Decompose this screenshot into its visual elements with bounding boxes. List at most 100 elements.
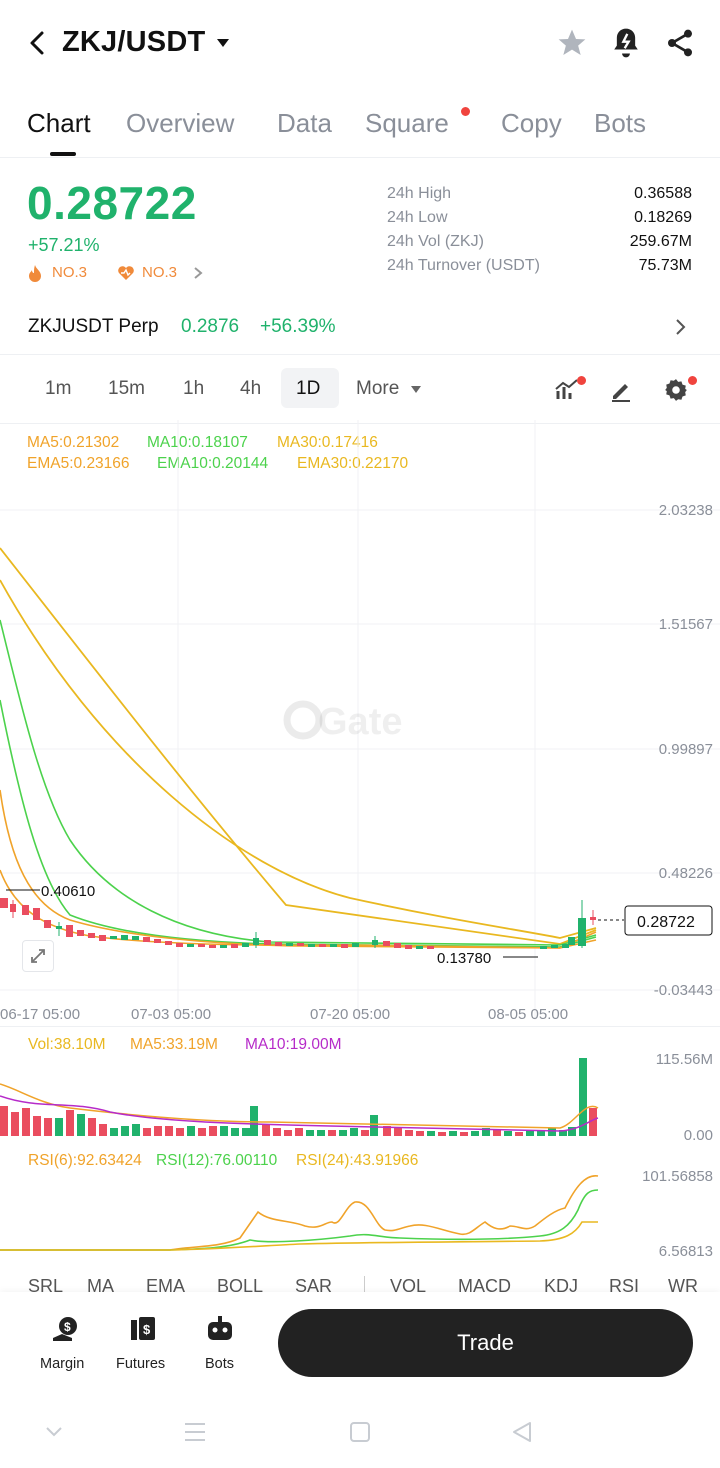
- settings-gear-icon[interactable]: [663, 377, 689, 403]
- x-tick: 07-03 05:00: [131, 1006, 211, 1020]
- legend-ema10: EMA10:0.20144: [157, 455, 269, 472]
- timeframe-4h[interactable]: 4h: [240, 378, 262, 399]
- legend-rsi12: RSI(12):76.00110: [156, 1152, 278, 1169]
- tab-copy[interactable]: Copy: [501, 108, 562, 138]
- indicator-icon[interactable]: [553, 377, 581, 403]
- x-tick: 06-17 05:00: [0, 1006, 80, 1020]
- legend-rsi24: RSI(24):43.91966: [296, 1152, 419, 1169]
- chevron-right-icon[interactable]: [193, 266, 203, 280]
- stat-label: 24h Low: [387, 209, 448, 226]
- x-tick: 08-05 05:00: [488, 1006, 568, 1020]
- candles: [0, 898, 596, 949]
- caret-down-icon[interactable]: [411, 386, 421, 393]
- trade-button[interactable]: Trade: [278, 1309, 693, 1377]
- perp-name: ZKJUSDT Perp: [28, 316, 159, 337]
- stat-label: 24h High: [387, 185, 452, 202]
- vol-y-tick: 0.00: [684, 1127, 713, 1144]
- tab-bots[interactable]: Bots: [594, 108, 647, 138]
- rsi-chart[interactable]: 101.56858 6.56813: [0, 1160, 720, 1260]
- volume-chart[interactable]: 115.56M 0.00: [0, 1040, 720, 1150]
- legend-rsi6: RSI(6):92.63424: [28, 1152, 142, 1169]
- share-icon[interactable]: [664, 27, 696, 59]
- legend-vol-ma10: MA10:19.00M: [245, 1036, 342, 1053]
- tab-chart[interactable]: Chart: [27, 108, 91, 138]
- caret-down-icon[interactable]: [216, 38, 230, 48]
- price-chart[interactable]: Gate: [0, 420, 720, 1020]
- perp-price: 0.2876: [181, 316, 240, 337]
- last-price: 0.28722: [27, 177, 197, 229]
- timeframe-active-bg: [281, 368, 339, 408]
- square-badge-dot: [461, 107, 470, 116]
- watermark-text: Gate: [318, 701, 402, 743]
- indicator-tab-macd[interactable]: MACD: [458, 1276, 511, 1296]
- legend-ma10: MA10:0.18107: [147, 434, 248, 451]
- tab-overview[interactable]: Overview: [126, 108, 235, 138]
- y-tick: 0.99897: [659, 741, 713, 758]
- hot-rank[interactable]: NO.3: [52, 264, 88, 281]
- divider: [0, 157, 720, 158]
- svg-text:$: $: [143, 1322, 151, 1337]
- vol-y-tick: 115.56M: [656, 1051, 713, 1068]
- futures-button[interactable]: $: [116, 1312, 172, 1382]
- gainer-rank[interactable]: NO.3: [142, 264, 178, 281]
- system-home-icon[interactable]: [348, 1420, 372, 1444]
- margin-icon: $: [53, 1317, 77, 1341]
- top-header: ZKJ/USDT: [0, 0, 720, 86]
- settings-badge-dot: [688, 376, 697, 385]
- perp-row[interactable]: ZKJUSDT Perp 0.2876 +56.39%: [0, 300, 720, 354]
- timeframe-1h[interactable]: 1h: [183, 378, 205, 399]
- system-down-icon[interactable]: [44, 1424, 64, 1440]
- star-icon[interactable]: [556, 27, 588, 59]
- margin-label: Margin: [40, 1356, 85, 1372]
- fire-icon: [29, 265, 41, 282]
- y-tick: -0.03443: [654, 982, 713, 999]
- alert-bell-icon[interactable]: [610, 26, 642, 60]
- high-marker-label: 0.40610: [41, 883, 95, 900]
- timeframe-more[interactable]: More: [356, 378, 400, 399]
- stat-value: 75.73M: [638, 257, 692, 274]
- system-menu-icon[interactable]: [182, 1420, 208, 1444]
- chevron-right-icon[interactable]: [675, 318, 687, 336]
- active-tab-indicator: [50, 152, 76, 156]
- divider: [0, 1026, 720, 1027]
- indicator-tab-kdj[interactable]: KDJ: [544, 1276, 579, 1296]
- x-tick: 07-20 05:00: [310, 1006, 390, 1020]
- legend-ma5: MA5:0.21302: [27, 434, 120, 451]
- system-back-icon[interactable]: [510, 1420, 534, 1444]
- futures-label: Futures: [116, 1356, 166, 1372]
- y-tick: 1.51567: [659, 616, 713, 633]
- gate-watermark-icon: [283, 700, 323, 740]
- divider: [0, 423, 720, 424]
- indicator-tab-rsi[interactable]: RSI: [609, 1276, 640, 1296]
- indicator-tab-sar[interactable]: SAR: [295, 1276, 333, 1296]
- tab-square[interactable]: Square: [365, 108, 449, 138]
- indicator-tab-vol[interactable]: VOL: [390, 1276, 427, 1296]
- expand-icon: [31, 949, 45, 963]
- rsi-y-tick: 101.56858: [642, 1168, 713, 1185]
- tab-data[interactable]: Data: [277, 108, 332, 138]
- timeframe-1d[interactable]: 1D: [296, 378, 321, 399]
- legend-ma30: MA30:0.17416: [277, 434, 378, 451]
- legend-vol: Vol:38.10M: [28, 1036, 106, 1053]
- indicator-tab-boll[interactable]: BOLL: [217, 1276, 264, 1296]
- price-change: +57.21%: [28, 235, 100, 255]
- timeframe-1m[interactable]: 1m: [45, 378, 72, 399]
- bots-button[interactable]: [200, 1312, 240, 1382]
- stat-label: 24h Turnover (USDT): [387, 257, 540, 274]
- stat-value: 259.67M: [629, 233, 692, 250]
- fullscreen-button[interactable]: [22, 940, 54, 972]
- indicator-tab-srl[interactable]: SRL: [28, 1276, 64, 1296]
- pair-title[interactable]: ZKJ/USDT: [62, 26, 206, 58]
- indicator-tab-ma[interactable]: MA: [87, 1276, 114, 1296]
- indicator-tab-ema[interactable]: EMA: [146, 1276, 186, 1296]
- legend-vol-ma5: MA5:33.19M: [130, 1036, 218, 1053]
- draw-pencil-icon[interactable]: [608, 377, 634, 403]
- back-arrow-icon[interactable]: [26, 30, 48, 56]
- indicator-tab-wr[interactable]: WR: [668, 1276, 698, 1296]
- indicator-badge-dot: [577, 376, 586, 385]
- bots-label: Bots: [205, 1356, 235, 1372]
- margin-button[interactable]: $: [40, 1312, 90, 1382]
- timeframe-15m[interactable]: 15m: [108, 378, 145, 399]
- divider: [0, 354, 720, 355]
- svg-text:$: $: [64, 1320, 71, 1334]
